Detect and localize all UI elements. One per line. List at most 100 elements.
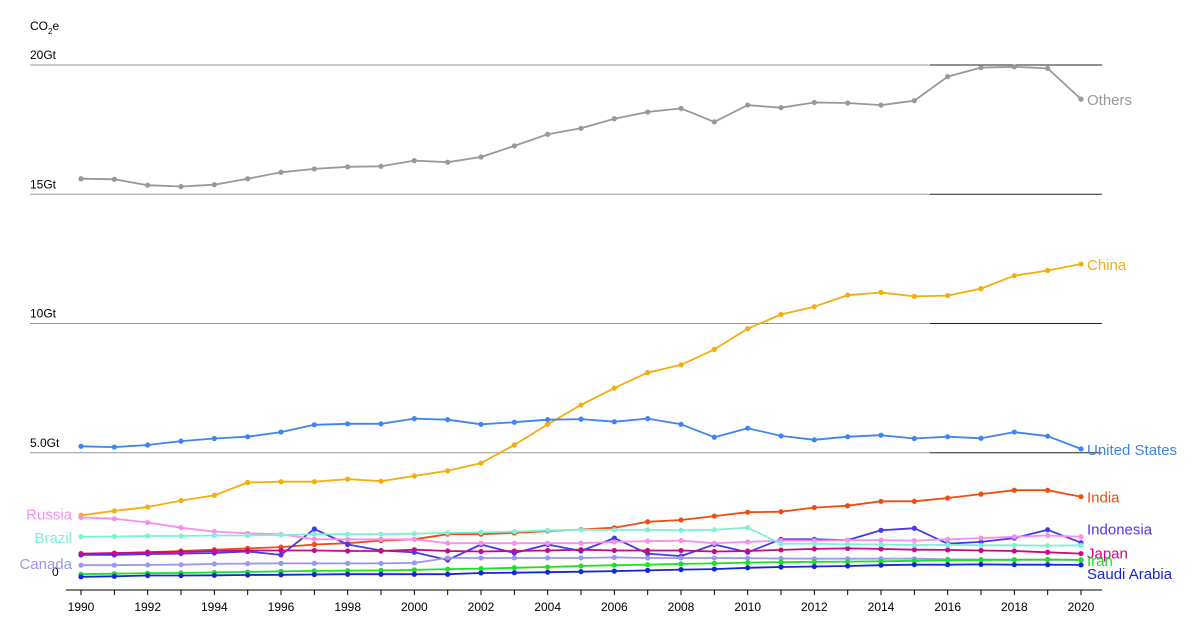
data-point (411, 547, 417, 553)
series-label-china: China (1087, 257, 1127, 274)
x-tick-label: 2020 (1068, 600, 1095, 614)
data-point (845, 558, 851, 565)
data-point (645, 538, 651, 544)
data-point (445, 566, 451, 572)
data-point (345, 541, 351, 548)
data-point (445, 540, 451, 546)
data-point (745, 425, 751, 431)
data-point (278, 169, 284, 175)
data-point (311, 547, 317, 554)
data-point (745, 548, 751, 554)
data-point (1078, 446, 1084, 452)
data-point (611, 568, 617, 574)
series-label-united-states: United States (1087, 442, 1177, 459)
data-point (611, 527, 617, 533)
data-point (111, 533, 117, 540)
data-point (111, 444, 117, 450)
data-point (645, 562, 651, 568)
data-point (611, 554, 617, 561)
y-tick-label: 20Gt (30, 48, 57, 62)
data-point (911, 542, 917, 548)
y-tick-label: 5.0Gt (30, 436, 60, 450)
data-point (1011, 548, 1017, 554)
data-point (1078, 534, 1084, 540)
data-point (978, 561, 984, 568)
data-point (578, 569, 584, 575)
data-point (245, 572, 251, 578)
data-point (211, 532, 217, 539)
data-point (978, 435, 984, 441)
data-point (878, 432, 884, 438)
data-point (678, 561, 684, 567)
data-point (411, 158, 417, 164)
data-point (778, 311, 784, 318)
data-point (345, 548, 351, 554)
data-point (245, 176, 251, 182)
data-point (911, 558, 917, 564)
data-point (545, 555, 551, 561)
data-point (78, 514, 84, 520)
data-point (945, 495, 951, 501)
data-point (578, 540, 584, 546)
data-point (945, 292, 951, 299)
data-point (878, 527, 884, 533)
data-point (845, 100, 851, 106)
data-point (1078, 557, 1084, 563)
data-point (378, 478, 384, 484)
data-point (745, 509, 751, 515)
data-point (145, 504, 151, 510)
data-point (478, 421, 484, 427)
data-point (745, 539, 751, 545)
data-point (611, 116, 617, 122)
data-point (1078, 542, 1084, 548)
data-point (478, 154, 484, 160)
data-point (645, 527, 651, 533)
data-point (678, 547, 684, 554)
data-point (611, 547, 617, 554)
data-point (645, 555, 651, 561)
data-point (478, 548, 484, 555)
data-point (511, 528, 517, 535)
data-point (745, 326, 751, 332)
data-point (411, 531, 417, 537)
x-tick-label: 2000 (401, 600, 428, 614)
data-point (845, 545, 851, 551)
data-point (411, 560, 417, 566)
data-point (345, 476, 351, 482)
data-point (1078, 261, 1084, 267)
series-india (78, 487, 1084, 558)
series-japan (78, 545, 1084, 557)
data-point (1011, 534, 1017, 540)
data-point (278, 532, 284, 538)
data-point (1011, 429, 1017, 435)
data-point (678, 527, 684, 533)
data-point (1045, 549, 1051, 555)
data-point (778, 547, 784, 553)
data-point (111, 573, 117, 579)
data-point (145, 519, 151, 526)
data-point (578, 563, 584, 569)
data-point (611, 562, 617, 568)
data-point (778, 509, 784, 515)
data-point (511, 555, 517, 561)
data-point (1011, 64, 1017, 70)
series-others (78, 64, 1084, 190)
data-point (911, 498, 917, 504)
series-label-canada: Canada (19, 556, 72, 573)
data-point (345, 164, 351, 170)
data-point (311, 568, 317, 574)
data-point (978, 542, 984, 548)
data-point (278, 560, 284, 566)
data-point (578, 547, 584, 553)
data-point (511, 540, 517, 546)
data-point (411, 536, 417, 542)
data-point (411, 416, 417, 422)
data-point (911, 525, 917, 531)
data-point (811, 563, 817, 570)
data-point (445, 548, 451, 554)
data-point (111, 508, 117, 514)
x-tick-label: 2010 (734, 600, 761, 614)
data-point (178, 572, 184, 579)
data-point (645, 519, 651, 525)
data-point (245, 561, 251, 567)
